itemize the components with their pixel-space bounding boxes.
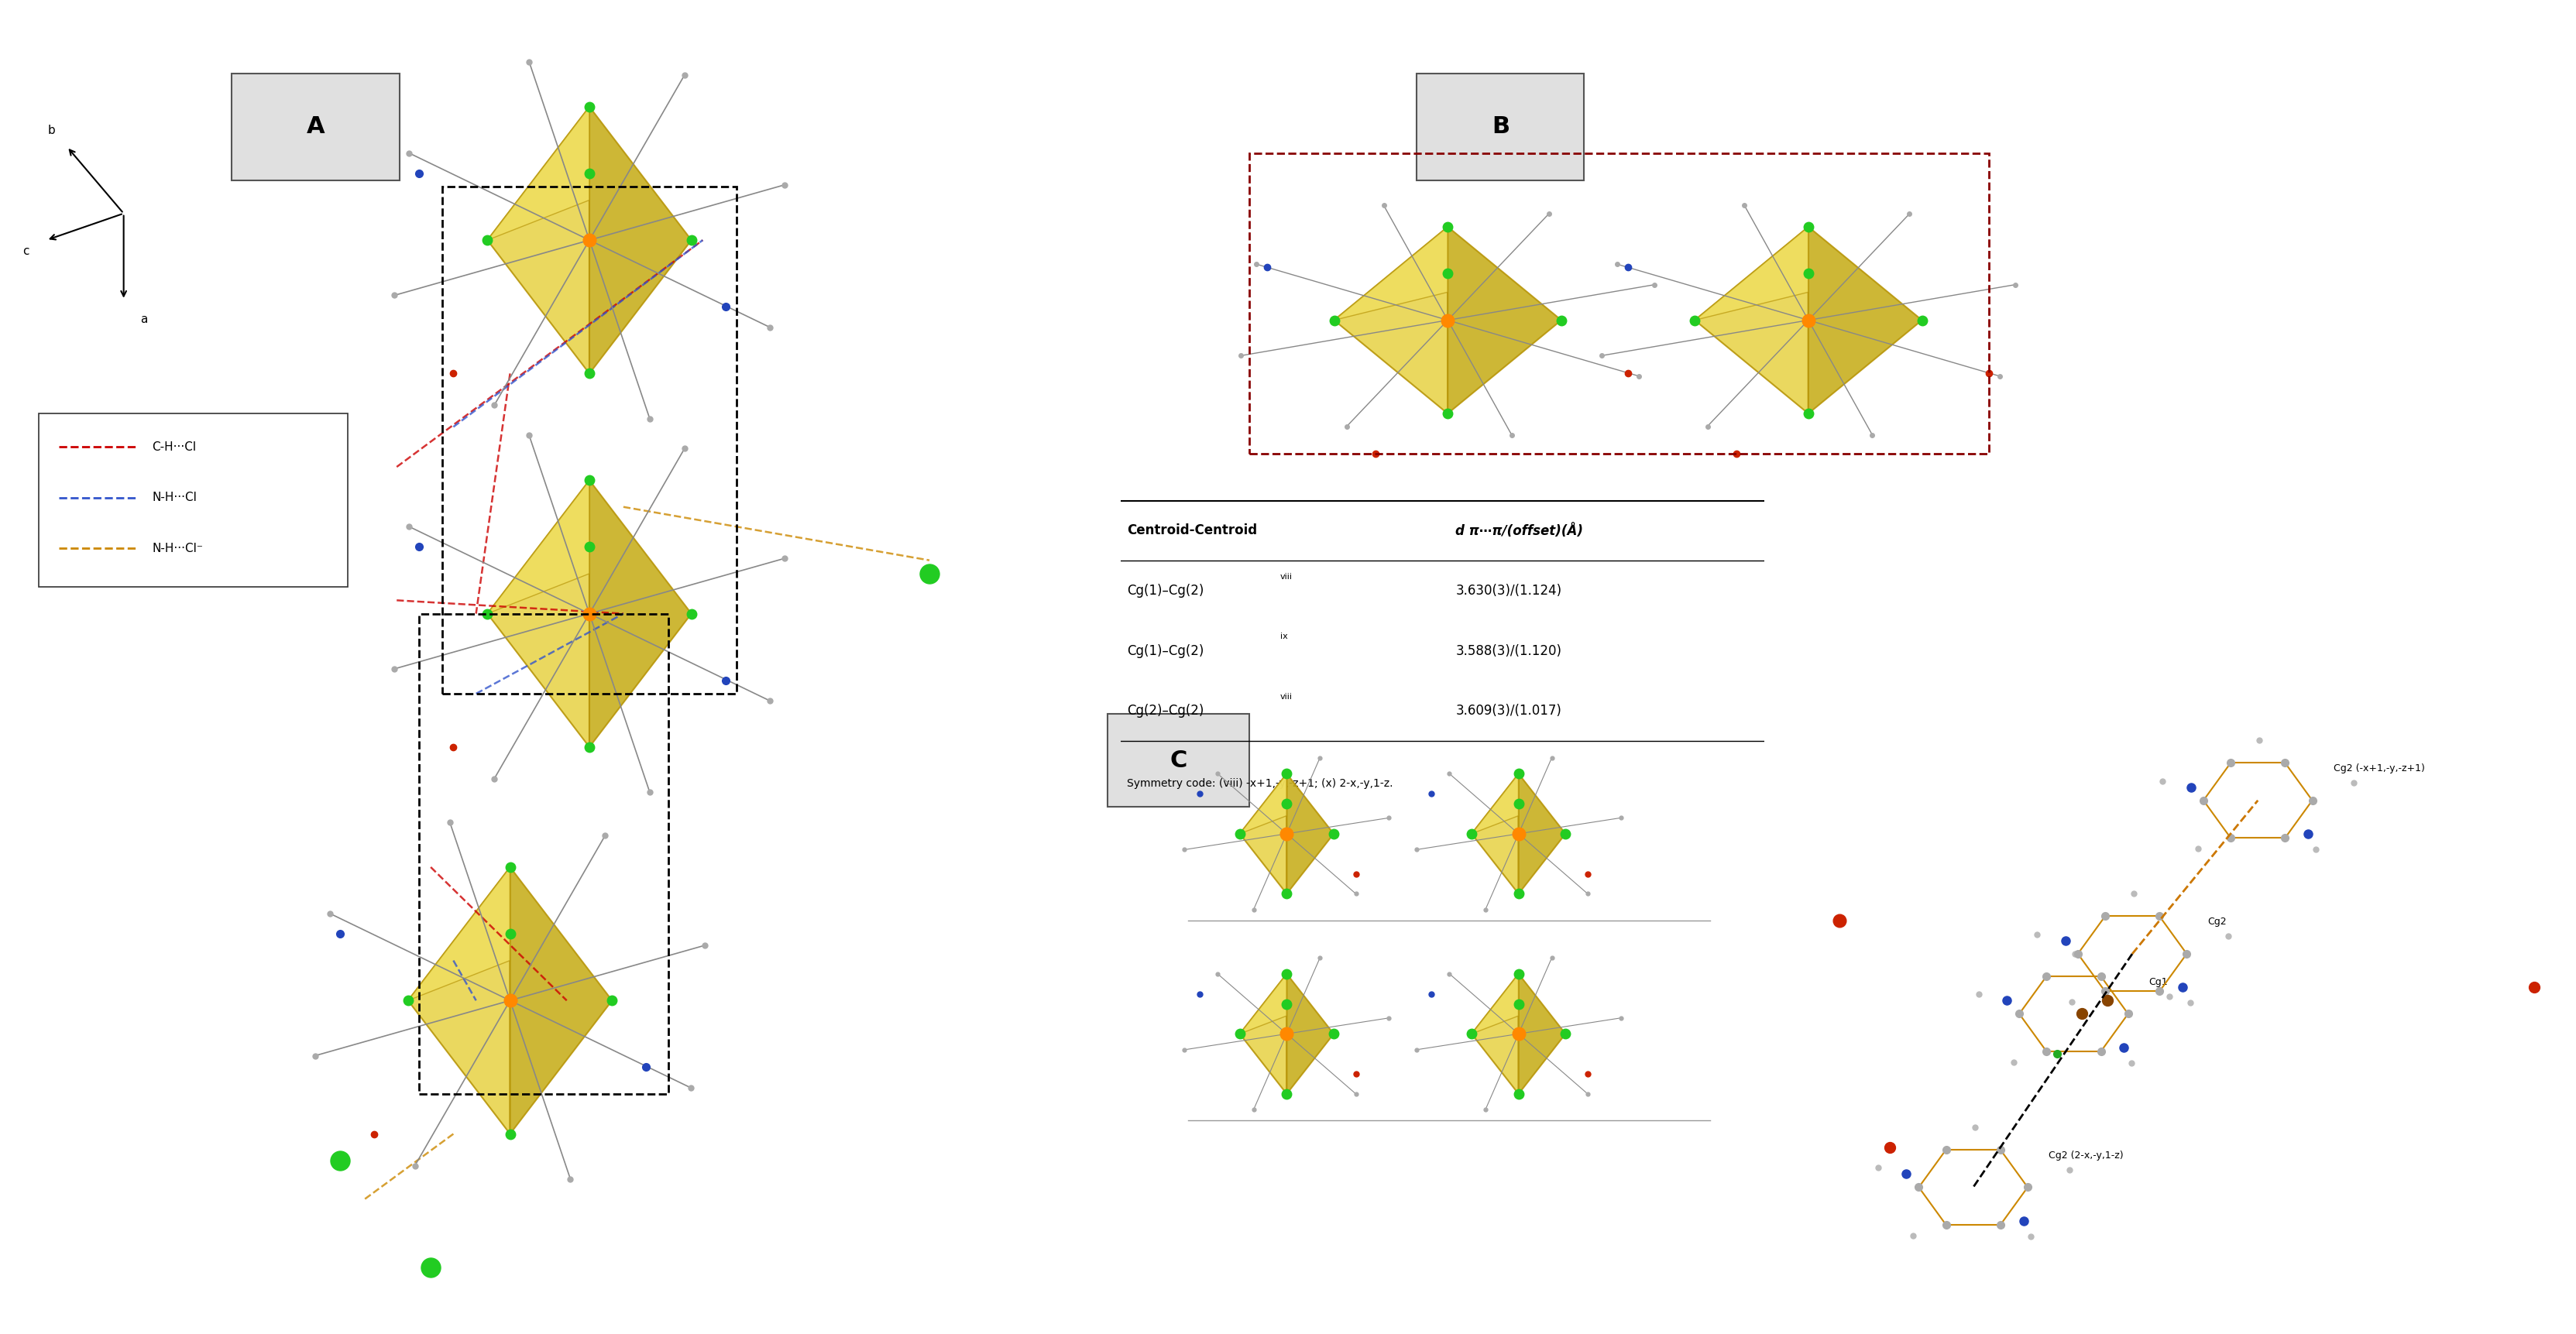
Text: 3.630(3)/(1.124): 3.630(3)/(1.124) xyxy=(1455,584,1561,598)
Text: ix: ix xyxy=(1280,632,1288,640)
Text: Cg2 (2-x,-y,1-z): Cg2 (2-x,-y,1-z) xyxy=(2048,1150,2123,1161)
Polygon shape xyxy=(1288,774,1334,894)
Text: Cg(2)–Cg(2): Cg(2)–Cg(2) xyxy=(1128,704,1203,718)
Bar xyxy=(443,187,737,694)
Text: viii: viii xyxy=(1280,692,1293,700)
Text: 3.588(3)/(1.120): 3.588(3)/(1.120) xyxy=(1455,644,1561,658)
Text: C-H···Cl: C-H···Cl xyxy=(152,442,196,452)
Polygon shape xyxy=(1239,774,1288,894)
Text: N-H···Cl⁻: N-H···Cl⁻ xyxy=(152,543,204,554)
Polygon shape xyxy=(1695,227,1808,414)
Polygon shape xyxy=(1471,774,1520,894)
Polygon shape xyxy=(487,480,590,747)
FancyBboxPatch shape xyxy=(1417,73,1584,180)
Polygon shape xyxy=(1239,774,1288,834)
Text: Centroid-Centroid: Centroid-Centroid xyxy=(1128,524,1257,538)
Polygon shape xyxy=(487,107,590,240)
Polygon shape xyxy=(1239,974,1288,1034)
Polygon shape xyxy=(1520,974,1566,1094)
Text: Cg2: Cg2 xyxy=(2208,916,2226,927)
Polygon shape xyxy=(487,480,590,614)
Polygon shape xyxy=(407,867,510,1134)
Text: Symmetry code: (viii) -x+1,-y,-z+1; (x) 2-x,-y,1-z.: Symmetry code: (viii) -x+1,-y,-z+1; (x) … xyxy=(1128,778,1394,788)
Bar xyxy=(39,414,348,587)
Polygon shape xyxy=(1334,227,1448,414)
Polygon shape xyxy=(1471,974,1520,1094)
Text: viii: viii xyxy=(1280,572,1293,580)
Polygon shape xyxy=(1239,974,1288,1094)
Polygon shape xyxy=(1695,227,1808,320)
Text: B: B xyxy=(1492,116,1510,137)
Bar xyxy=(420,614,670,1094)
FancyBboxPatch shape xyxy=(232,73,399,180)
Polygon shape xyxy=(1471,974,1520,1034)
Polygon shape xyxy=(510,867,613,1134)
Polygon shape xyxy=(1471,774,1520,834)
Text: d π⋯π/(offset)(Å): d π⋯π/(offset)(Å) xyxy=(1455,523,1584,538)
Text: A: A xyxy=(307,116,325,137)
Polygon shape xyxy=(1448,227,1561,414)
Polygon shape xyxy=(1288,974,1334,1094)
Polygon shape xyxy=(407,867,510,1001)
Polygon shape xyxy=(1334,227,1448,320)
Text: Cg(1)–Cg(2): Cg(1)–Cg(2) xyxy=(1128,644,1203,658)
Text: N-H···Cl: N-H···Cl xyxy=(152,492,196,503)
Text: Cg1: Cg1 xyxy=(2148,976,2169,987)
Polygon shape xyxy=(1808,227,1922,414)
Polygon shape xyxy=(590,480,690,747)
Text: b: b xyxy=(49,124,54,136)
Bar xyxy=(1249,153,1989,454)
Text: c: c xyxy=(23,245,28,257)
Text: 3.609(3)/(1.017): 3.609(3)/(1.017) xyxy=(1455,704,1561,718)
Polygon shape xyxy=(1520,774,1566,894)
Polygon shape xyxy=(487,107,590,374)
Polygon shape xyxy=(590,107,690,374)
Text: C: C xyxy=(1170,750,1188,771)
Text: Cg2 (-x+1,-y,-z+1): Cg2 (-x+1,-y,-z+1) xyxy=(2334,763,2424,774)
Text: a: a xyxy=(142,313,147,325)
Text: Cg(1)–Cg(2): Cg(1)–Cg(2) xyxy=(1128,584,1203,598)
FancyBboxPatch shape xyxy=(1108,714,1249,807)
